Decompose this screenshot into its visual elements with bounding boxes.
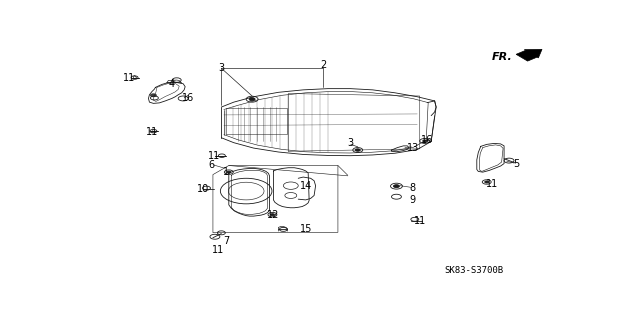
Text: 11: 11 <box>122 73 135 83</box>
Text: 6: 6 <box>209 160 214 170</box>
Text: 3: 3 <box>348 138 353 148</box>
Text: 11: 11 <box>486 179 498 189</box>
Circle shape <box>249 98 255 101</box>
Text: FR.: FR. <box>492 52 513 62</box>
Text: 4: 4 <box>169 79 175 89</box>
Circle shape <box>423 140 427 142</box>
Text: 8: 8 <box>409 183 415 193</box>
Text: 16: 16 <box>182 93 195 103</box>
Text: SK83-S3700B: SK83-S3700B <box>445 266 504 275</box>
Circle shape <box>227 171 231 173</box>
Text: 12: 12 <box>268 210 280 220</box>
Text: 15: 15 <box>300 224 312 234</box>
Text: 16: 16 <box>420 135 433 145</box>
Text: 9: 9 <box>409 196 415 205</box>
Text: 2: 2 <box>320 60 326 70</box>
Circle shape <box>394 185 399 188</box>
Circle shape <box>355 149 360 151</box>
Circle shape <box>271 214 275 216</box>
Text: 11: 11 <box>212 245 224 255</box>
Text: 1: 1 <box>223 167 229 177</box>
Text: 11: 11 <box>146 127 158 137</box>
Circle shape <box>150 94 156 97</box>
Text: 14: 14 <box>300 181 312 191</box>
Text: 10: 10 <box>197 184 209 194</box>
Text: 11: 11 <box>208 151 220 161</box>
Text: 3: 3 <box>218 63 225 73</box>
Polygon shape <box>516 49 542 61</box>
Text: 13: 13 <box>407 143 419 152</box>
Text: 5: 5 <box>513 159 520 168</box>
Text: 7: 7 <box>223 236 230 246</box>
Text: 11: 11 <box>413 216 426 226</box>
Circle shape <box>484 181 489 183</box>
